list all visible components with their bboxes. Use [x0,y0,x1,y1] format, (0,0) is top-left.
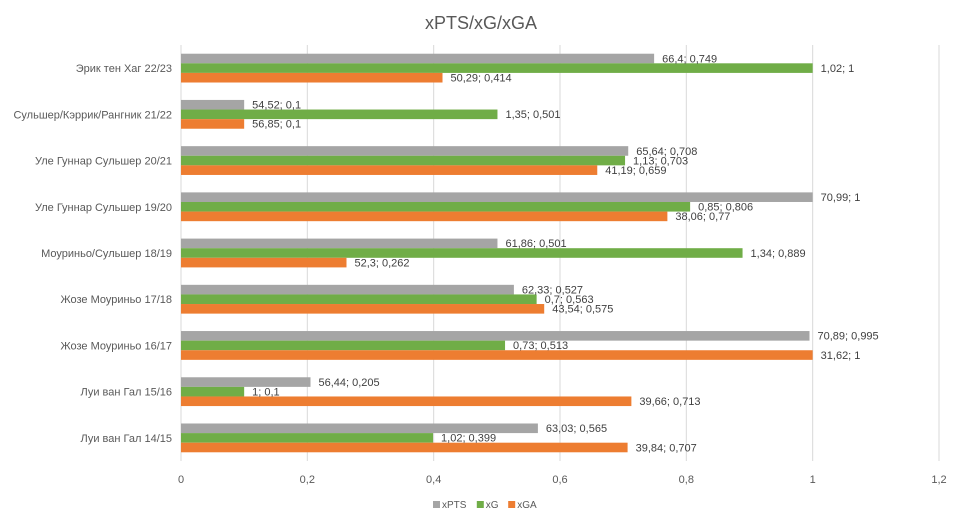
category-label: Сульшер/Кэррик/Рангник 21/22 [13,109,172,121]
bars [181,53,813,453]
chart-title: xPTS/xG/xGA [425,13,537,33]
bar-xg [181,109,498,120]
bar-xga [181,257,347,268]
bar-xga [181,211,668,222]
x-tick-label: 0,8 [679,474,694,486]
bar-xg [181,248,743,258]
bar-xpts [181,238,498,249]
category-label: Луи ван Гал 14/15 [81,433,172,445]
bar-xpts [181,423,538,434]
data-label: 63,03; 0,565 [546,423,607,435]
legend-label: xG [486,500,499,511]
data-label: 1; 0,1 [252,386,280,398]
bar-xg [181,155,626,166]
category-label: Уле Гуннар Сульшер 20/21 [35,156,172,168]
bar-xg [181,201,691,212]
bar-xpts [181,331,810,341]
data-label: 43,54; 0,575 [552,304,613,316]
x-tick-label: 0,4 [426,474,441,486]
x-tick-label: 0,6 [552,474,567,486]
bar-xga [181,304,545,314]
bar-xpts [181,99,245,110]
data-label: 62,33; 0,527 [522,284,583,296]
data-label: 1,35; 0,501 [505,109,560,121]
category-labels: Эрик тен Хаг 22/23 Сульшер/Кэррик/Рангник… [13,63,172,445]
x-axis-ticks: 0 0,2 0,4 0,6 0,8 1 1,2 [178,474,947,486]
data-label: 66,4; 0,749 [662,53,717,65]
bar-xg [181,294,537,305]
bar-xpts [181,146,629,156]
data-label: 38,06; 0,77 [675,211,730,223]
bar-xpts [181,284,514,295]
bar-xga [181,442,628,453]
data-label: 54,52; 0,1 [252,100,301,112]
data-label: 1,34; 0,889 [751,248,806,260]
x-tick-label: 0 [178,474,184,486]
legend-label: xGA [517,500,537,511]
data-label: 65,64; 0,708 [636,146,697,158]
legend: xPTS xG xGA [433,500,537,511]
data-label: 31,62; 1 [821,350,861,362]
bar-xg [181,340,506,351]
category-label: Эрик тен Хаг 22/23 [76,63,172,75]
legend-swatch-xga [508,501,516,508]
data-label: 0,7; 0,563 [545,294,594,306]
data-label: 0,73; 0,513 [513,340,568,352]
bar-xpts [181,192,813,202]
bar-xg [181,386,245,397]
bar-xga [181,72,443,83]
data-label: 1,02; 1 [821,63,855,75]
bar-xga [181,119,245,129]
data-label: 50,29; 0,414 [451,73,512,85]
legend-swatch-xpts [433,501,440,508]
category-label: Луи ван Гал 15/16 [81,387,172,399]
bar-xg [181,433,434,443]
bar-xg [181,63,813,73]
x-tick-label: 1,2 [931,474,946,486]
data-label: 56,85; 0,1 [252,119,301,131]
x-tick-label: 0,2 [300,474,315,486]
legend-label: xPTS [442,500,467,511]
data-label: 39,66; 0,713 [639,396,700,408]
bar-xpts [181,53,655,64]
bar-xga [181,165,598,175]
data-label: 41,19; 0,659 [605,165,666,177]
data-label: 61,86; 0,501 [505,238,566,250]
data-label: 39,84; 0,707 [636,442,697,454]
legend-swatch-xg [476,501,484,508]
category-label: Жозе Моуриньо 16/17 [60,340,172,352]
bar-xga [181,396,632,407]
bar-xga [181,350,813,360]
data-label: 56,44; 0,205 [318,377,379,389]
data-label: 0,85; 0,806 [698,202,753,214]
x-tick-label: 1 [810,474,816,486]
data-label: 70,99; 1 [821,192,861,204]
data-label: 52,3; 0,262 [354,257,409,269]
category-label: Уле Гуннар Сульшер 19/20 [35,202,172,214]
data-labels: 66,4; 0,749 1,02; 1 50,29; 0,414 54,52; 0,1… [252,53,879,454]
data-label: 1,02; 0,399 [441,433,496,445]
data-label: 1,13; 0,703 [633,155,688,167]
category-label: Моуриньо/Сульшер 18/19 [41,248,172,260]
category-label: Жозе Моуриньо 17/18 [60,294,172,306]
data-label: 70,89; 0,995 [818,331,879,343]
bar-xpts [181,377,311,387]
